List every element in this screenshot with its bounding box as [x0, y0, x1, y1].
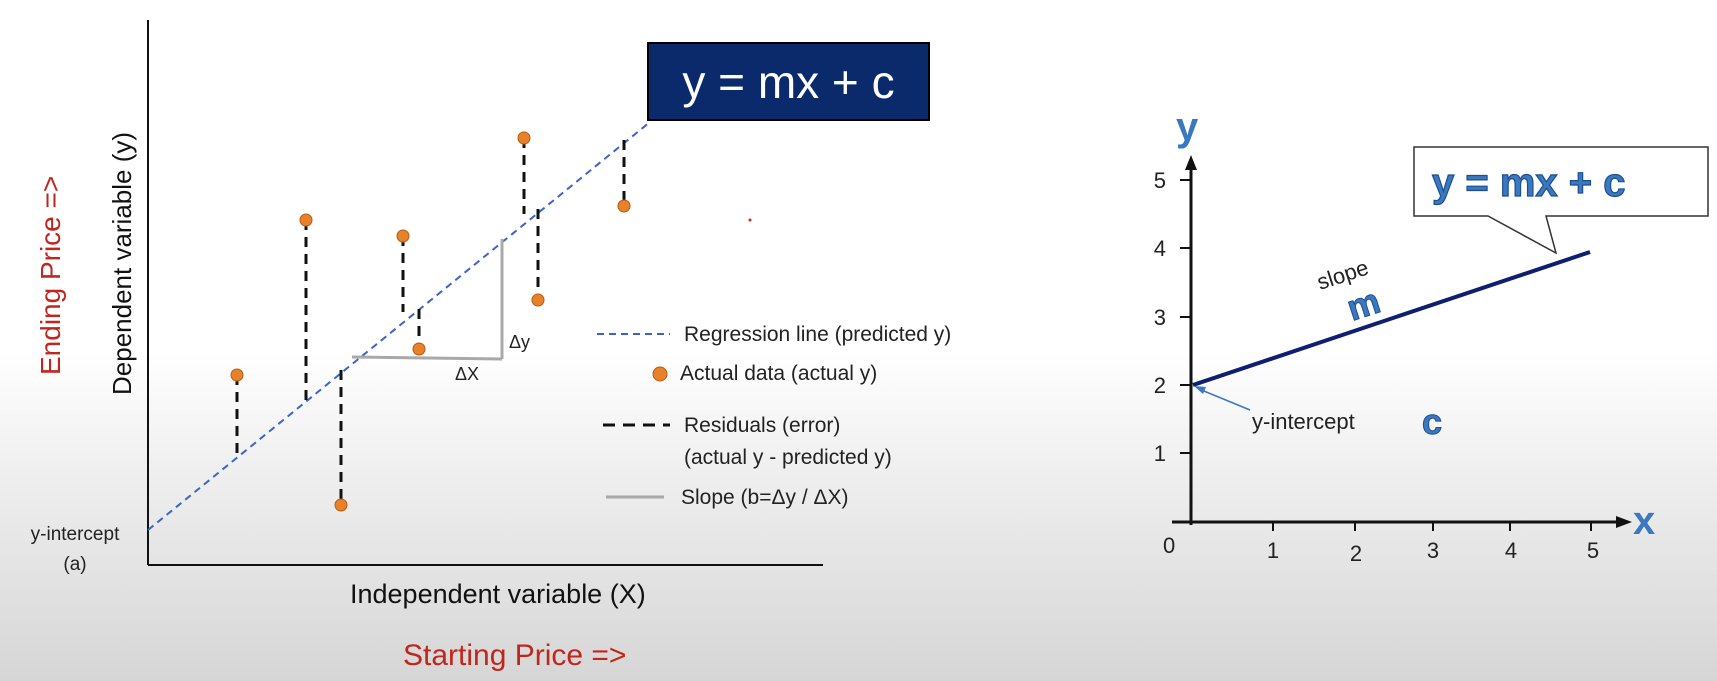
intercept-symbol-label: (a) [63, 554, 86, 575]
data-point [531, 293, 545, 307]
x-tick-label: 5 [1587, 538, 1599, 563]
intercept-label: y-intercept [31, 524, 120, 545]
x-tick-label: 2 [1350, 541, 1362, 566]
right-x-ticks [1272, 522, 1592, 531]
slope-triangle [351, 239, 504, 361]
y-tick-label: 2 [1154, 373, 1166, 398]
equation-callout: y = mx + c [1413, 146, 1709, 255]
data-point [617, 199, 631, 213]
legend-actual-swatch [652, 366, 668, 382]
right-y-axis-letter: y [1176, 105, 1199, 149]
equation-box: y = mx + c [647, 42, 930, 121]
regression-line [147, 121, 651, 531]
legend-residual-label: Residuals (error) [684, 414, 840, 437]
right-x-axis-letter: x [1633, 499, 1655, 543]
x-tick-label: 4 [1505, 538, 1517, 563]
legend-actual-label: Actual data (actual y) [680, 362, 877, 385]
left-regression-diagram: Δy ΔX Dependent variable (y) Ending Pric… [31, 20, 951, 672]
outer-y-label: Ending Price => [35, 176, 66, 375]
x-axis-title: Independent variable (X) [350, 579, 646, 609]
intercept-symbol: c [1422, 401, 1442, 442]
right-y-ticks [1180, 179, 1191, 454]
legend: Regression line (predicted y) Actual dat… [597, 323, 951, 509]
legend-residual-label-2: (actual y - predicted y) [684, 446, 892, 469]
data-point [334, 498, 348, 512]
data-point [517, 131, 531, 145]
red-dot [748, 218, 752, 222]
intercept-pointer-arrowhead [1194, 386, 1206, 394]
right-y-arrowhead [1185, 155, 1197, 170]
y-axis-title: Dependent variable (y) [107, 132, 137, 395]
y-tick-label: 3 [1154, 305, 1166, 330]
y-tick-label: 5 [1154, 168, 1166, 193]
outer-x-label: Starting Price => [403, 639, 626, 672]
right-x-arrowhead [1616, 516, 1632, 528]
delta-y-label: Δy [509, 332, 530, 352]
y-tick-label: 4 [1154, 236, 1166, 261]
data-points [230, 131, 631, 512]
right-x-tick-labels: 1 2 3 4 5 [1267, 538, 1599, 566]
callout-equation: y = mx + c [1432, 161, 1625, 205]
delta-x-label: ΔX [455, 364, 479, 384]
right-y-tick-labels: 5 4 3 2 1 [1154, 168, 1166, 466]
legend-slope-label: Slope (b=Δy / ΔX) [681, 486, 849, 509]
legend-regression-label: Regression line (predicted y) [684, 323, 951, 346]
x-tick-label: 1 [1267, 538, 1279, 563]
x-tick-label: 3 [1427, 538, 1439, 563]
residual-lines [235, 138, 626, 505]
origin-label: 0 [1163, 533, 1175, 558]
y-tick-label: 1 [1154, 441, 1166, 466]
intercept-label-right: y-intercept [1252, 409, 1355, 434]
right-line-diagram: 5 4 3 2 1 1 2 3 4 5 0 y x slope m y-inte… [1154, 105, 1709, 566]
fitted-line [1192, 250, 1591, 387]
data-point [396, 229, 410, 243]
data-point [412, 342, 426, 356]
data-point [299, 213, 313, 227]
intercept-pointer [1198, 388, 1251, 411]
data-point [230, 368, 244, 382]
